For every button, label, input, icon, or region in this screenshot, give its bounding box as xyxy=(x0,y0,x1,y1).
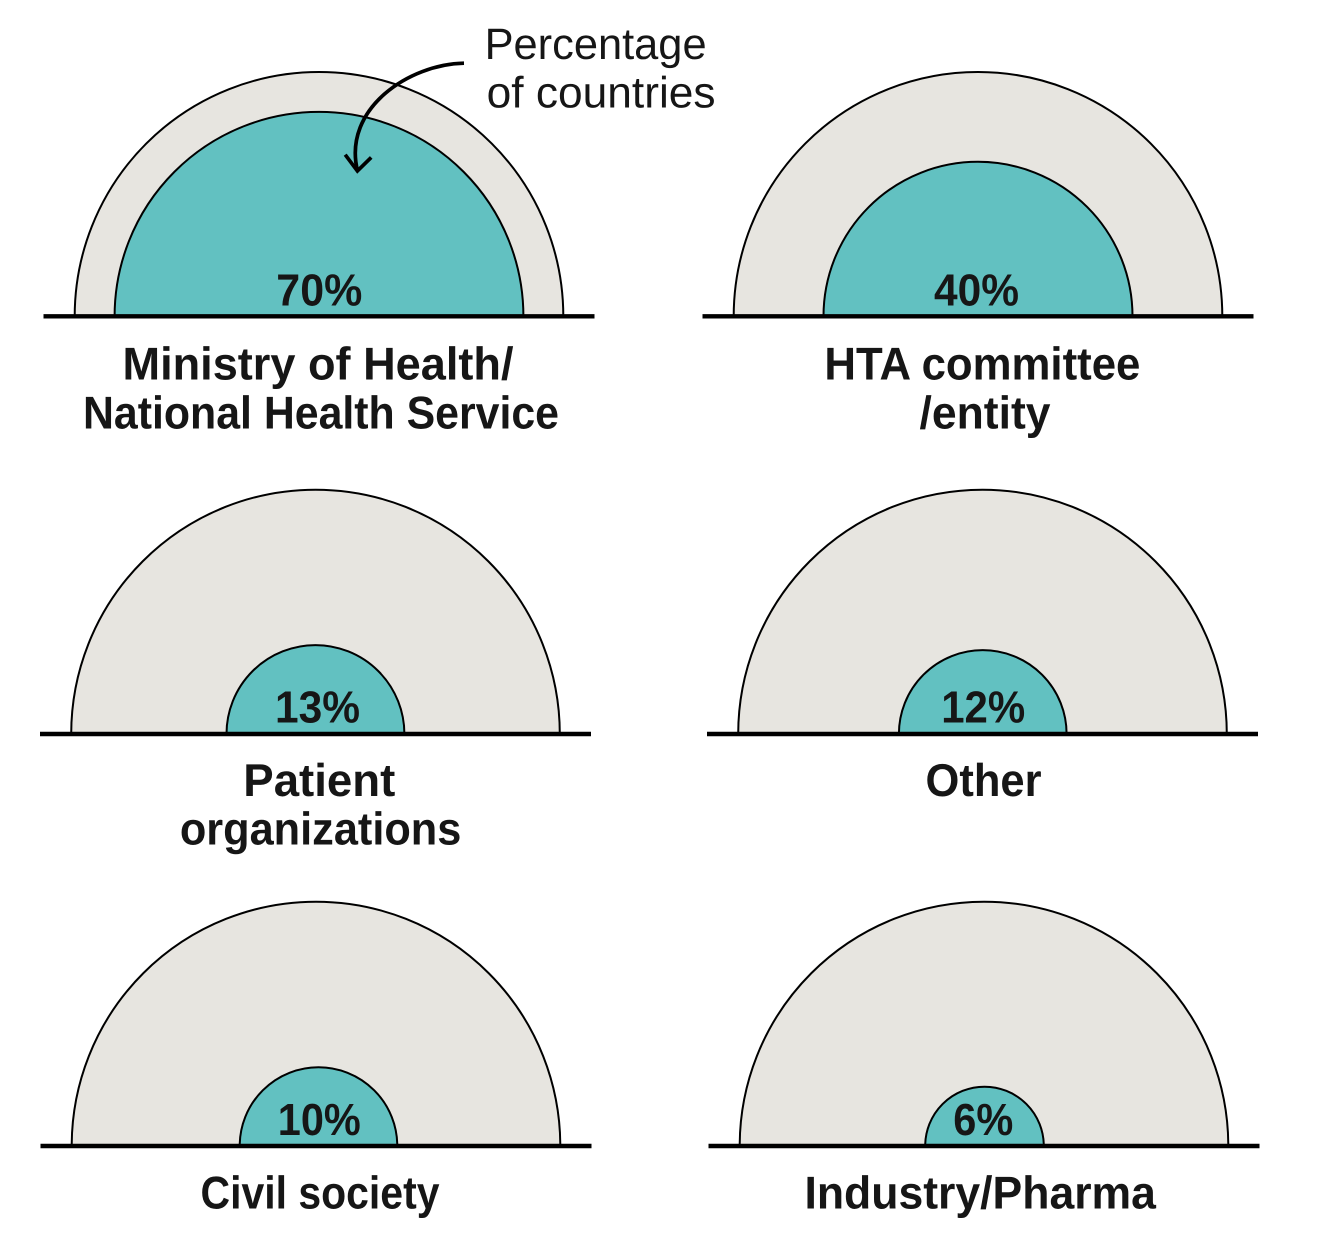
svg-text:Civil society: Civil society xyxy=(201,1167,440,1219)
svg-text:Other: Other xyxy=(926,754,1042,806)
svg-text:13%: 13% xyxy=(275,682,360,733)
svg-text:40%: 40% xyxy=(934,264,1019,315)
svg-text:70%: 70% xyxy=(276,264,362,315)
svg-text:12%: 12% xyxy=(941,682,1025,733)
svg-text:organizations: organizations xyxy=(180,802,462,854)
svg-text:HTA committee: HTA committee xyxy=(824,337,1140,389)
svg-text:6%: 6% xyxy=(953,1094,1013,1145)
svg-text:10%: 10% xyxy=(278,1094,361,1145)
svg-text:National Health Service: National Health Service xyxy=(83,386,559,438)
svg-text:Ministry of Health/: Ministry of Health/ xyxy=(123,337,514,389)
svg-text:/entity: /entity xyxy=(920,386,1051,438)
svg-text:of countries: of countries xyxy=(487,68,716,117)
svg-text:Patient: Patient xyxy=(243,754,395,806)
svg-text:Percentage: Percentage xyxy=(485,20,707,69)
svg-text:Industry/Pharma: Industry/Pharma xyxy=(804,1167,1156,1219)
